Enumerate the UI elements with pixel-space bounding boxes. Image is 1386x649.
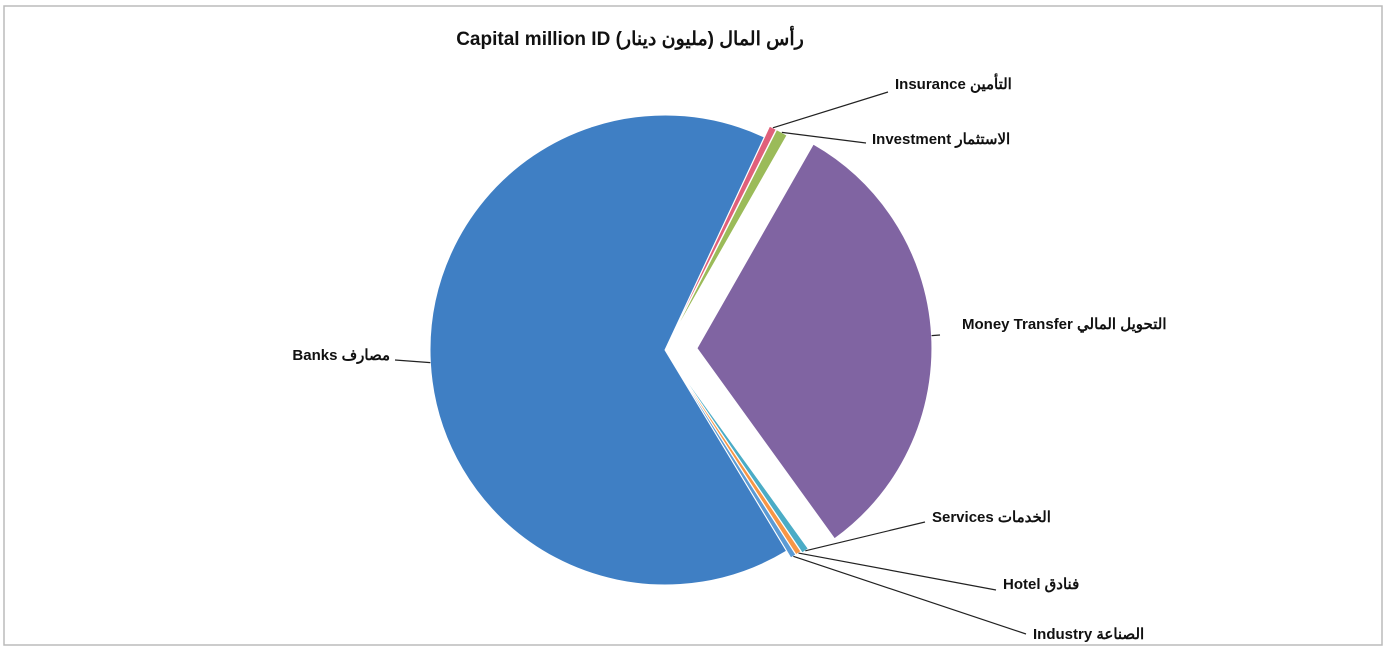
pie-slice <box>668 356 797 559</box>
pie-slice <box>696 143 933 540</box>
slice-label: Insurance التأمين <box>895 73 1012 93</box>
leader-line <box>931 334 941 337</box>
leader-line <box>772 91 889 129</box>
leader-line <box>394 359 431 364</box>
slice-label: Industry الصناعة <box>1033 626 1144 643</box>
leader-line <box>798 552 997 591</box>
leader-line <box>781 131 867 144</box>
pie-slice <box>670 128 788 340</box>
chart-title: Capital million ID (رأس المال (مليون دين… <box>456 25 804 50</box>
pie-slice <box>670 357 810 554</box>
slice-label: Banks مصارف <box>292 347 390 364</box>
slice-label: Hotel فنادق <box>1003 576 1079 593</box>
leader-line <box>793 555 1027 635</box>
leader-line <box>805 521 926 552</box>
slice-label: Investment الاستثمار <box>872 131 1010 148</box>
slice-label: Services الخدمات <box>932 509 1051 526</box>
pie-slice <box>429 114 788 586</box>
slice-label: Money Transfer التحويل المالي <box>962 316 1167 334</box>
